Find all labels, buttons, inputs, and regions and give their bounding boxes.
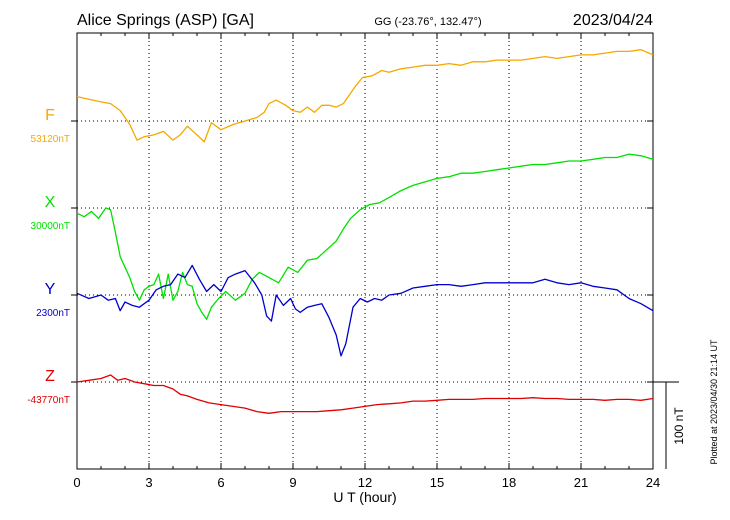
x-tick-label: 18 xyxy=(502,475,516,490)
scale-bar: 100 nT xyxy=(653,381,686,469)
series-line-f xyxy=(76,49,654,143)
x-tick-label: 21 xyxy=(574,475,588,490)
x-tick-label: 15 xyxy=(430,475,444,490)
x-axis-label: U T (hour) xyxy=(333,489,396,505)
x-tick-label: 3 xyxy=(145,475,152,490)
x-tick-label: 24 xyxy=(646,475,660,490)
x-tick-label: 6 xyxy=(217,475,224,490)
x-tick-label: 12 xyxy=(358,475,372,490)
series-line-y xyxy=(76,264,654,357)
plotted-timestamp: Plotted at 2023/04/30 21:14 UT xyxy=(709,339,719,465)
series-line-x xyxy=(76,153,654,321)
x-axis-ticks: 0 3 6 9 12 15 18 21 24 xyxy=(71,33,660,490)
scale-bar-label: 100 nT xyxy=(672,407,686,445)
series-baseline-f: 53120nT xyxy=(31,134,70,145)
series-baseline-x: 30000nT xyxy=(31,221,70,232)
series-name-x: X xyxy=(45,194,56,211)
series-line-z xyxy=(76,374,654,414)
series-name-z: Z xyxy=(45,368,55,385)
series-name-y: Y xyxy=(45,281,56,298)
x-tick-label: 0 xyxy=(73,475,80,490)
series-baseline-z: -43770nT xyxy=(27,395,70,406)
station-coords: GG (-23.76°, 132.47°) xyxy=(374,16,481,28)
plot-frame xyxy=(76,32,654,470)
date-label: 2023/04/24 xyxy=(573,12,653,29)
series-labels: F 53120nT X 30000nT Y 2300nT Z -43770nT xyxy=(27,107,70,406)
station-title: Alice Springs (ASP) [GA] xyxy=(77,12,254,29)
x-tick-label: 9 xyxy=(289,475,296,490)
series-name-f: F xyxy=(45,107,55,124)
series-baseline-y: 2300nT xyxy=(36,308,70,319)
grid xyxy=(77,33,653,469)
series-lines xyxy=(76,49,654,414)
